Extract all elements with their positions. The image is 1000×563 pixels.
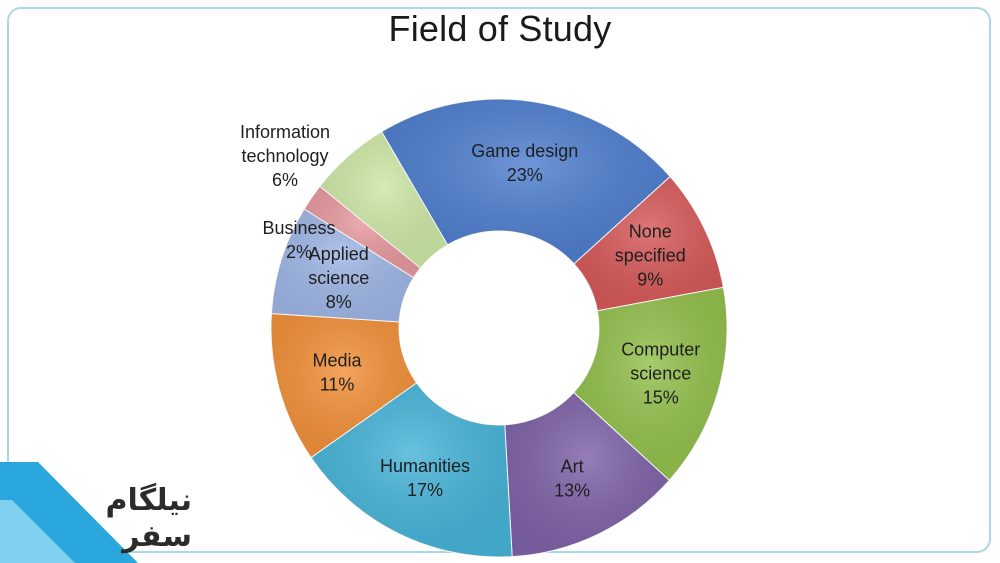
label-computer-science: Computer science 15% bbox=[621, 339, 700, 407]
label-line: Information bbox=[240, 122, 330, 142]
slice-shade-game-design bbox=[381, 99, 671, 264]
label-humanities: Humanities 17% bbox=[380, 456, 470, 500]
slice-shade-art bbox=[504, 392, 670, 557]
label-media: Media 11% bbox=[313, 350, 363, 394]
slice-shade-none-specified bbox=[574, 176, 724, 311]
label-line: 8% bbox=[326, 292, 352, 312]
label-line: 13% bbox=[554, 480, 590, 500]
label-line: None bbox=[629, 221, 672, 241]
label-line: Game design bbox=[471, 141, 578, 161]
label-line: 9% bbox=[637, 269, 663, 289]
label-none-specified: None specified 9% bbox=[615, 221, 686, 289]
label-line: science bbox=[308, 268, 369, 288]
slice-shade-information-technology bbox=[319, 131, 448, 268]
label-line: Art bbox=[561, 456, 584, 476]
label-line: science bbox=[630, 363, 691, 383]
watermark-text-line1: نیلگام bbox=[106, 482, 192, 518]
label-business: Business 2% bbox=[262, 218, 335, 262]
watermark-stripe-light-icon bbox=[0, 500, 75, 563]
slice-shade-applied-science bbox=[271, 209, 414, 322]
label-line: 11% bbox=[320, 374, 355, 394]
labels-group: Game design 23% None specified 9% Computer sci… bbox=[240, 122, 700, 500]
slice-shade-humanities bbox=[311, 382, 513, 557]
label-line: technology bbox=[241, 146, 328, 166]
label-line: specified bbox=[615, 245, 686, 265]
label-line: 2% bbox=[286, 242, 312, 262]
label-line: Computer bbox=[621, 339, 700, 359]
label-line: Applied bbox=[309, 244, 369, 264]
label-line: 15% bbox=[643, 387, 679, 407]
label-information-technology: Information technology 6% bbox=[240, 122, 330, 190]
label-line: Business bbox=[262, 218, 335, 238]
label-line: 23% bbox=[507, 165, 543, 185]
label-line: 6% bbox=[272, 170, 298, 190]
chart-title: Field of Study bbox=[388, 8, 612, 49]
label-applied-science: Applied science 8% bbox=[308, 244, 369, 312]
label-art: Art 13% bbox=[554, 456, 590, 500]
label-line: Humanities bbox=[380, 456, 470, 476]
slice-shade-media bbox=[271, 313, 417, 458]
label-line: Media bbox=[313, 350, 363, 370]
watermark-logo: نیلگام سفر bbox=[0, 462, 192, 563]
watermark-text-line2: سفر bbox=[120, 519, 192, 554]
label-game-design: Game design 23% bbox=[471, 141, 578, 185]
slices-group bbox=[270, 98, 728, 558]
slice-shade-computer-science bbox=[573, 287, 727, 481]
label-line: 17% bbox=[407, 480, 443, 500]
slice-shade-business bbox=[304, 186, 421, 278]
